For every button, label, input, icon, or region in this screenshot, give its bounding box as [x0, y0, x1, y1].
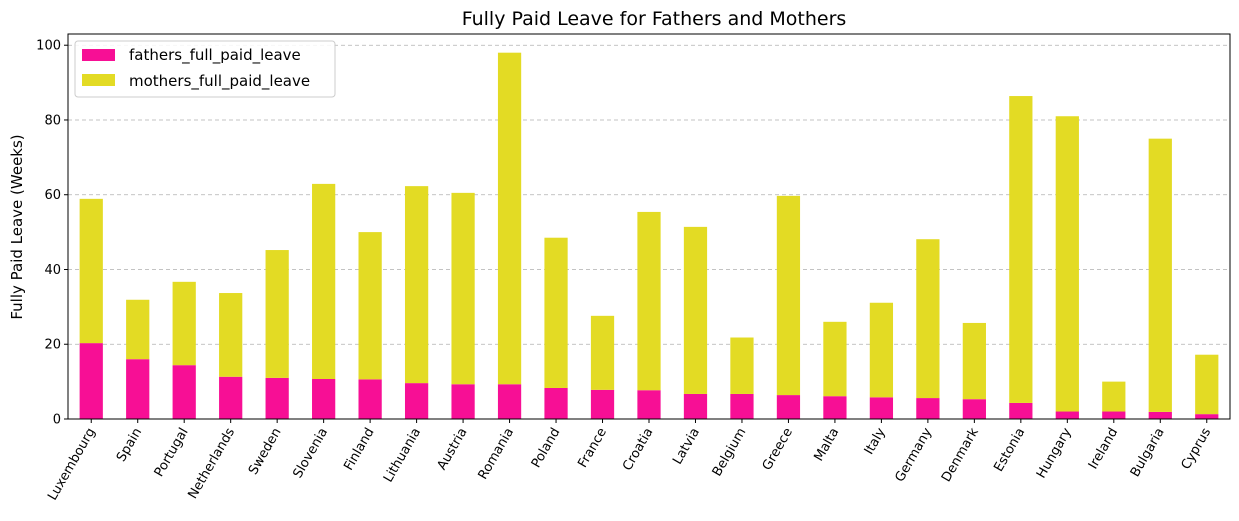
- bar-fathers: [1102, 411, 1126, 419]
- bar-fathers: [265, 377, 289, 419]
- y-tick-label: 100: [36, 39, 61, 54]
- bar-mothers: [1009, 96, 1033, 403]
- bar-fathers: [730, 393, 754, 419]
- x-tick-label: Malta: [811, 426, 842, 465]
- bar-mothers: [1148, 138, 1172, 412]
- x-tick-label: Hungary: [1034, 425, 1075, 481]
- bar-mothers: [730, 337, 754, 394]
- bar-fathers: [497, 384, 522, 419]
- bar-mothers: [79, 198, 103, 344]
- bar-mothers: [590, 315, 615, 390]
- x-tick-label: France: [575, 426, 610, 471]
- y-axis-label: Fully Paid Leave (Weeks): [8, 134, 26, 319]
- bar-mothers: [1195, 354, 1219, 415]
- bar-fathers: [916, 398, 940, 419]
- bar-mothers: [358, 232, 382, 380]
- y-tick-label: 20: [44, 338, 61, 353]
- bar-mothers: [497, 52, 522, 385]
- bar-mothers: [544, 237, 568, 388]
- bar-fathers: [637, 390, 661, 419]
- legend-swatch-mothers: [82, 74, 115, 86]
- bar-fathers: [451, 384, 475, 419]
- x-tick-label: Denmark: [939, 425, 982, 485]
- bar-fathers: [683, 393, 708, 419]
- bar-mothers: [637, 211, 661, 391]
- bar-fathers: [1148, 411, 1172, 419]
- bar-fathers: [823, 396, 847, 419]
- bar-fathers: [962, 399, 986, 419]
- bar-fathers: [590, 389, 615, 419]
- x-tick-label: Greece: [760, 426, 796, 474]
- x-tick-label: Netherlands: [186, 425, 239, 501]
- x-tick-label: Finland: [341, 426, 377, 474]
- x-tick-label: Slovenia: [290, 426, 331, 481]
- x-tick-label: Poland: [529, 426, 564, 471]
- bar-fathers: [358, 379, 382, 419]
- bar-fathers: [312, 379, 336, 419]
- x-tick-label: Croatia: [620, 426, 656, 474]
- bar-mothers: [823, 321, 847, 397]
- y-tick-label: 60: [44, 188, 61, 203]
- x-tick-label: Latvia: [670, 426, 703, 468]
- legend-label-mothers: mothers_full_paid_leave: [129, 72, 310, 91]
- bar-fathers: [544, 387, 568, 419]
- x-tick-label: Ireland: [1086, 426, 1121, 472]
- x-tick-label: Estonia: [991, 426, 1028, 475]
- bar-mothers: [451, 192, 475, 385]
- legend: fathers_full_paid_leave mothers_full_pai…: [74, 40, 336, 98]
- bar-fathers: [776, 395, 801, 419]
- bar-mothers: [265, 250, 289, 378]
- bar-mothers: [1055, 116, 1079, 412]
- bar-fathers: [1009, 402, 1033, 419]
- x-tick-label: Italy: [862, 425, 889, 457]
- bar-mothers: [172, 281, 196, 366]
- x-tick-label: Portugal: [152, 426, 192, 480]
- bar-fathers: [79, 343, 103, 419]
- bar-fathers: [172, 365, 196, 419]
- legend-swatch-fathers: [82, 49, 115, 61]
- chart-title: Fully Paid Leave for Fathers and Mothers: [462, 8, 847, 30]
- bar-mothers: [683, 226, 708, 394]
- bar-mothers: [126, 299, 150, 360]
- bar-fathers: [1195, 414, 1219, 419]
- bar-mothers: [1102, 381, 1126, 412]
- x-tick-label: Luxembourg: [45, 426, 99, 504]
- bar-fathers: [1055, 411, 1079, 419]
- bar-mothers: [869, 302, 894, 398]
- bar-fathers: [126, 359, 150, 419]
- legend-box: [74, 40, 336, 98]
- bar-mothers: [962, 322, 986, 400]
- x-tick-label: Bulgaria: [1128, 426, 1168, 480]
- y-tick-label: 80: [44, 113, 61, 128]
- bar-mothers: [776, 195, 801, 396]
- y-tick-label: 40: [44, 263, 61, 278]
- x-tick-label: Sweden: [246, 426, 285, 478]
- bar-mothers: [312, 183, 336, 380]
- bar-mothers: [916, 239, 940, 399]
- x-tick-label: Austria: [435, 426, 471, 473]
- x-tick-label: Cyprus: [1179, 425, 1215, 472]
- bar-mothers: [404, 186, 429, 384]
- x-tick-label: Spain: [114, 426, 145, 465]
- bars: [79, 52, 1219, 419]
- y-axis: 0 20 40 60 80 100: [36, 39, 68, 428]
- x-tick-label: Belgium: [710, 426, 750, 480]
- legend-label-fathers: fathers_full_paid_leave: [129, 46, 301, 65]
- bar-fathers: [404, 383, 429, 419]
- x-tick-label: Romania: [476, 426, 517, 483]
- x-tick-label: Lithuania: [381, 426, 424, 486]
- y-tick-label: 0: [53, 413, 61, 428]
- bar-fathers: [219, 376, 243, 419]
- bar-mothers: [219, 293, 243, 377]
- bar-fathers: [869, 397, 894, 419]
- x-tick-label: Germany: [892, 425, 935, 485]
